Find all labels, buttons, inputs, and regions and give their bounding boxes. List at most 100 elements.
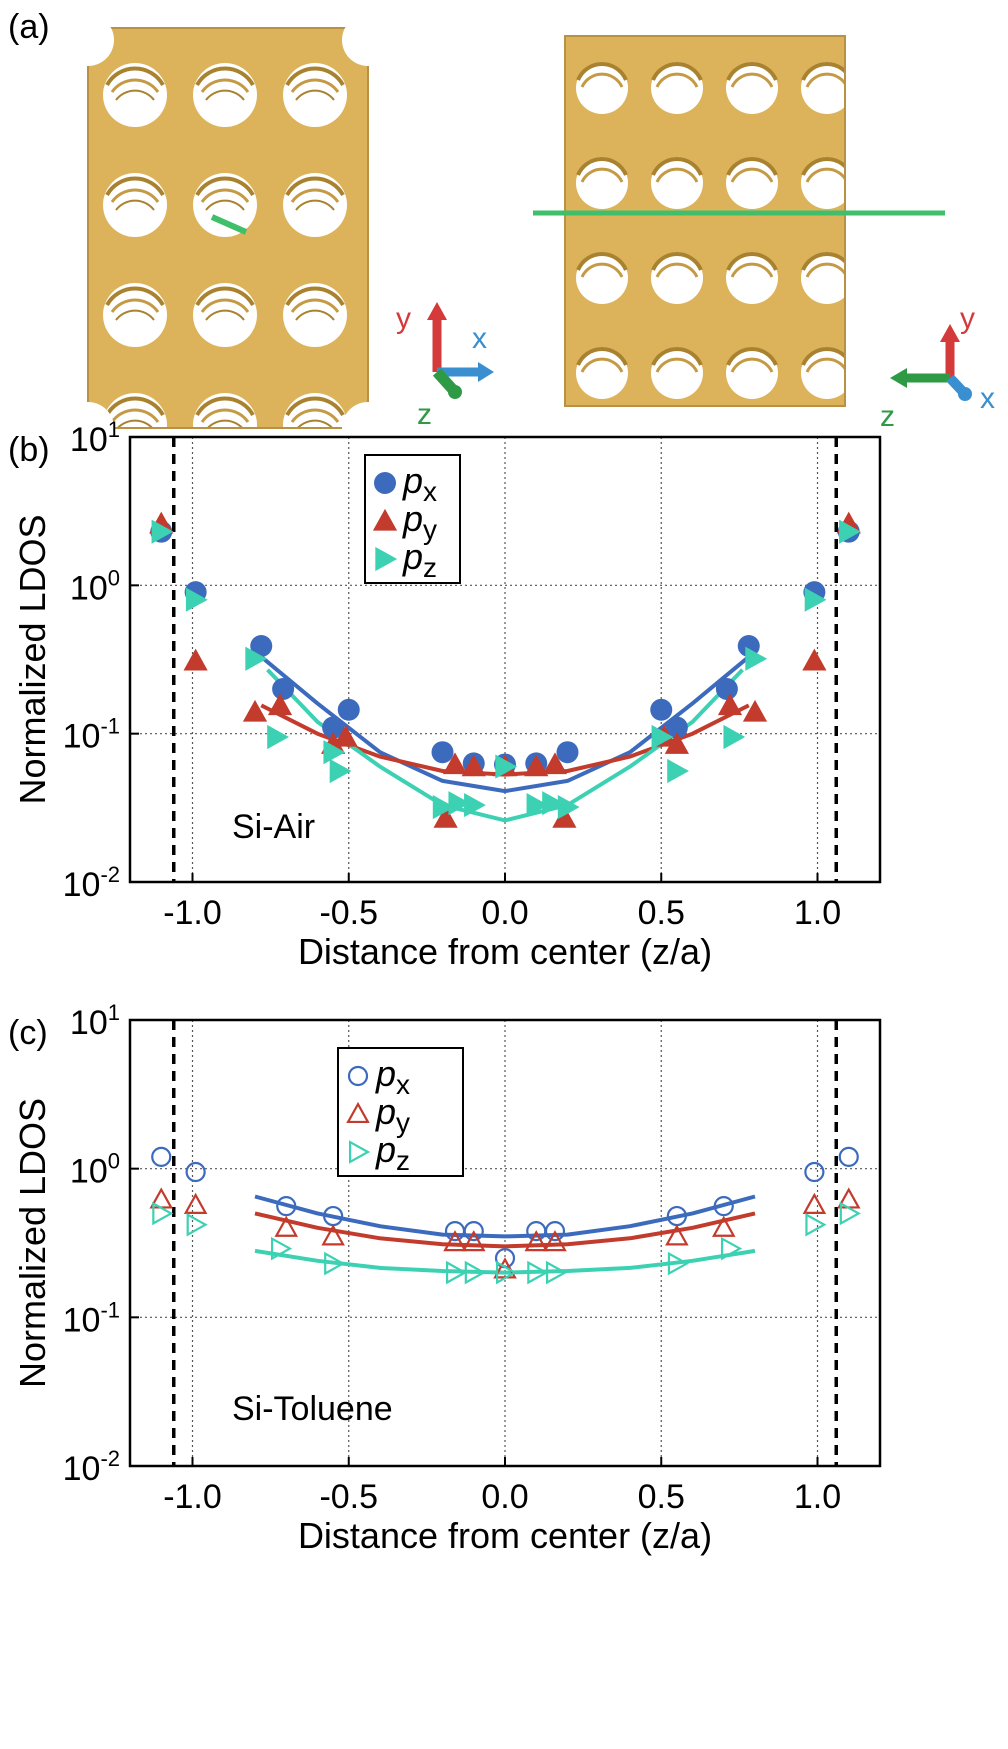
data-point-py [742,699,768,722]
data-point-pz [151,519,174,544]
data-point-pz [667,1251,690,1276]
data-point-py [183,1192,208,1214]
data-point-pz [245,646,268,671]
legend-label-py: py [375,1091,410,1138]
data-point-py [274,1215,299,1237]
data-point-pz [185,587,208,612]
data-point-pz [651,724,674,750]
right-crystal-render [533,35,945,407]
data-point-px [463,1221,484,1242]
data-point-pz [527,1260,549,1285]
data-point-px [556,741,579,764]
legend-label-px: px [402,460,437,507]
data-point-pz [432,794,455,820]
y-tick-label: 101 [70,417,120,459]
data-point-pz [720,1236,743,1261]
annotation-label: Si-Air [232,808,315,846]
data-point-px [650,698,673,721]
data-point-py [664,732,689,754]
x-axis-label: Distance from center (z/a) [298,1515,712,1556]
panel-a: (a) y x z [8,8,995,454]
annotation-label: Si-Toluene [232,1390,393,1428]
legend-box [337,1047,464,1177]
data-point-py [461,1230,486,1252]
x-tick-label: 0.5 [638,894,685,932]
x-tick-label: 1.0 [794,1478,841,1516]
left-crystal-render [62,14,394,454]
y-tick-label: 10-1 [63,1297,120,1339]
legend-marker-py [346,1101,370,1124]
right-axis-x-label: x [980,382,995,415]
data-point-py [717,693,743,716]
data-point-py [242,699,268,722]
data-point-py [543,1230,567,1252]
legend-marker-px [347,1065,369,1087]
data-point-py [443,1230,467,1252]
data-point-px [431,741,454,764]
data-point-pz [839,1201,861,1226]
data-point-pz [542,791,564,816]
panel-label: (c) [8,1014,48,1052]
data-point-pz [324,1251,346,1276]
data-point-py [524,754,549,777]
legend-label-py: py [402,498,437,545]
data-point-py [442,752,468,775]
data-point-pz [323,740,346,765]
data-point-pz [805,1212,827,1237]
data-point-px [322,716,345,739]
data-point-pz [267,724,289,750]
data-point-pz [495,1260,518,1285]
data-point-pz [495,754,518,779]
legend-marker-pz [348,1140,371,1164]
right-axis-z-label: z [880,400,895,433]
data-point-pz [667,758,689,784]
data-point-pz [445,1260,468,1285]
x-tick-label: -1.0 [163,1478,222,1516]
data-point-px [665,716,688,739]
left-axes-icon: y x z [396,302,494,431]
data-point-px [715,678,738,701]
x-axis-label: Distance from center (z/a) [298,931,712,972]
legend-label-pz: pz [375,1129,410,1176]
x-tick-label: 0.5 [638,1478,685,1516]
data-point-py [711,1215,736,1237]
data-point-px [713,1196,734,1217]
data-point-py [542,752,568,775]
data-point-pz [186,1212,208,1237]
data-point-py [321,1224,345,1246]
data-point-px [544,1221,566,1242]
x-tick-label: 1.0 [794,894,841,932]
data-point-pz [804,587,827,612]
y-tick-label: 100 [70,1149,120,1191]
data-point-py [552,805,577,828]
left-dipole-icon [210,214,248,235]
legend-label-px: px [375,1053,410,1100]
data-point-px [838,1146,859,1167]
x-tick-label: -0.5 [319,1478,378,1516]
data-point-px [337,698,360,721]
y-tick-label: 10-2 [63,1446,120,1488]
data-point-pz [448,791,471,816]
data-point-pz [557,794,580,820]
right-axes-icon: y x z [880,302,995,433]
data-point-py [267,693,293,716]
x-tick-label: 0.0 [481,894,528,932]
legend-marker-px [374,472,396,494]
left-axis-x-label: x [472,322,487,355]
data-point-py [802,1192,827,1214]
y-tick-label: 10-1 [63,714,120,756]
left-axis-z-label: z [417,398,432,431]
legend-marker-py [372,508,398,531]
right-axis-y-label: y [960,302,975,335]
data-point-px [737,634,760,657]
y-tick-label: 10-2 [63,862,120,904]
legend-label-pz: pz [402,536,437,583]
y-tick-label: 101 [70,1000,120,1042]
x-tick-label: -0.5 [319,894,378,932]
y-axis-label: Normalized LDOS [12,1098,53,1388]
data-point-py [665,1224,689,1246]
data-point-py [183,648,208,671]
